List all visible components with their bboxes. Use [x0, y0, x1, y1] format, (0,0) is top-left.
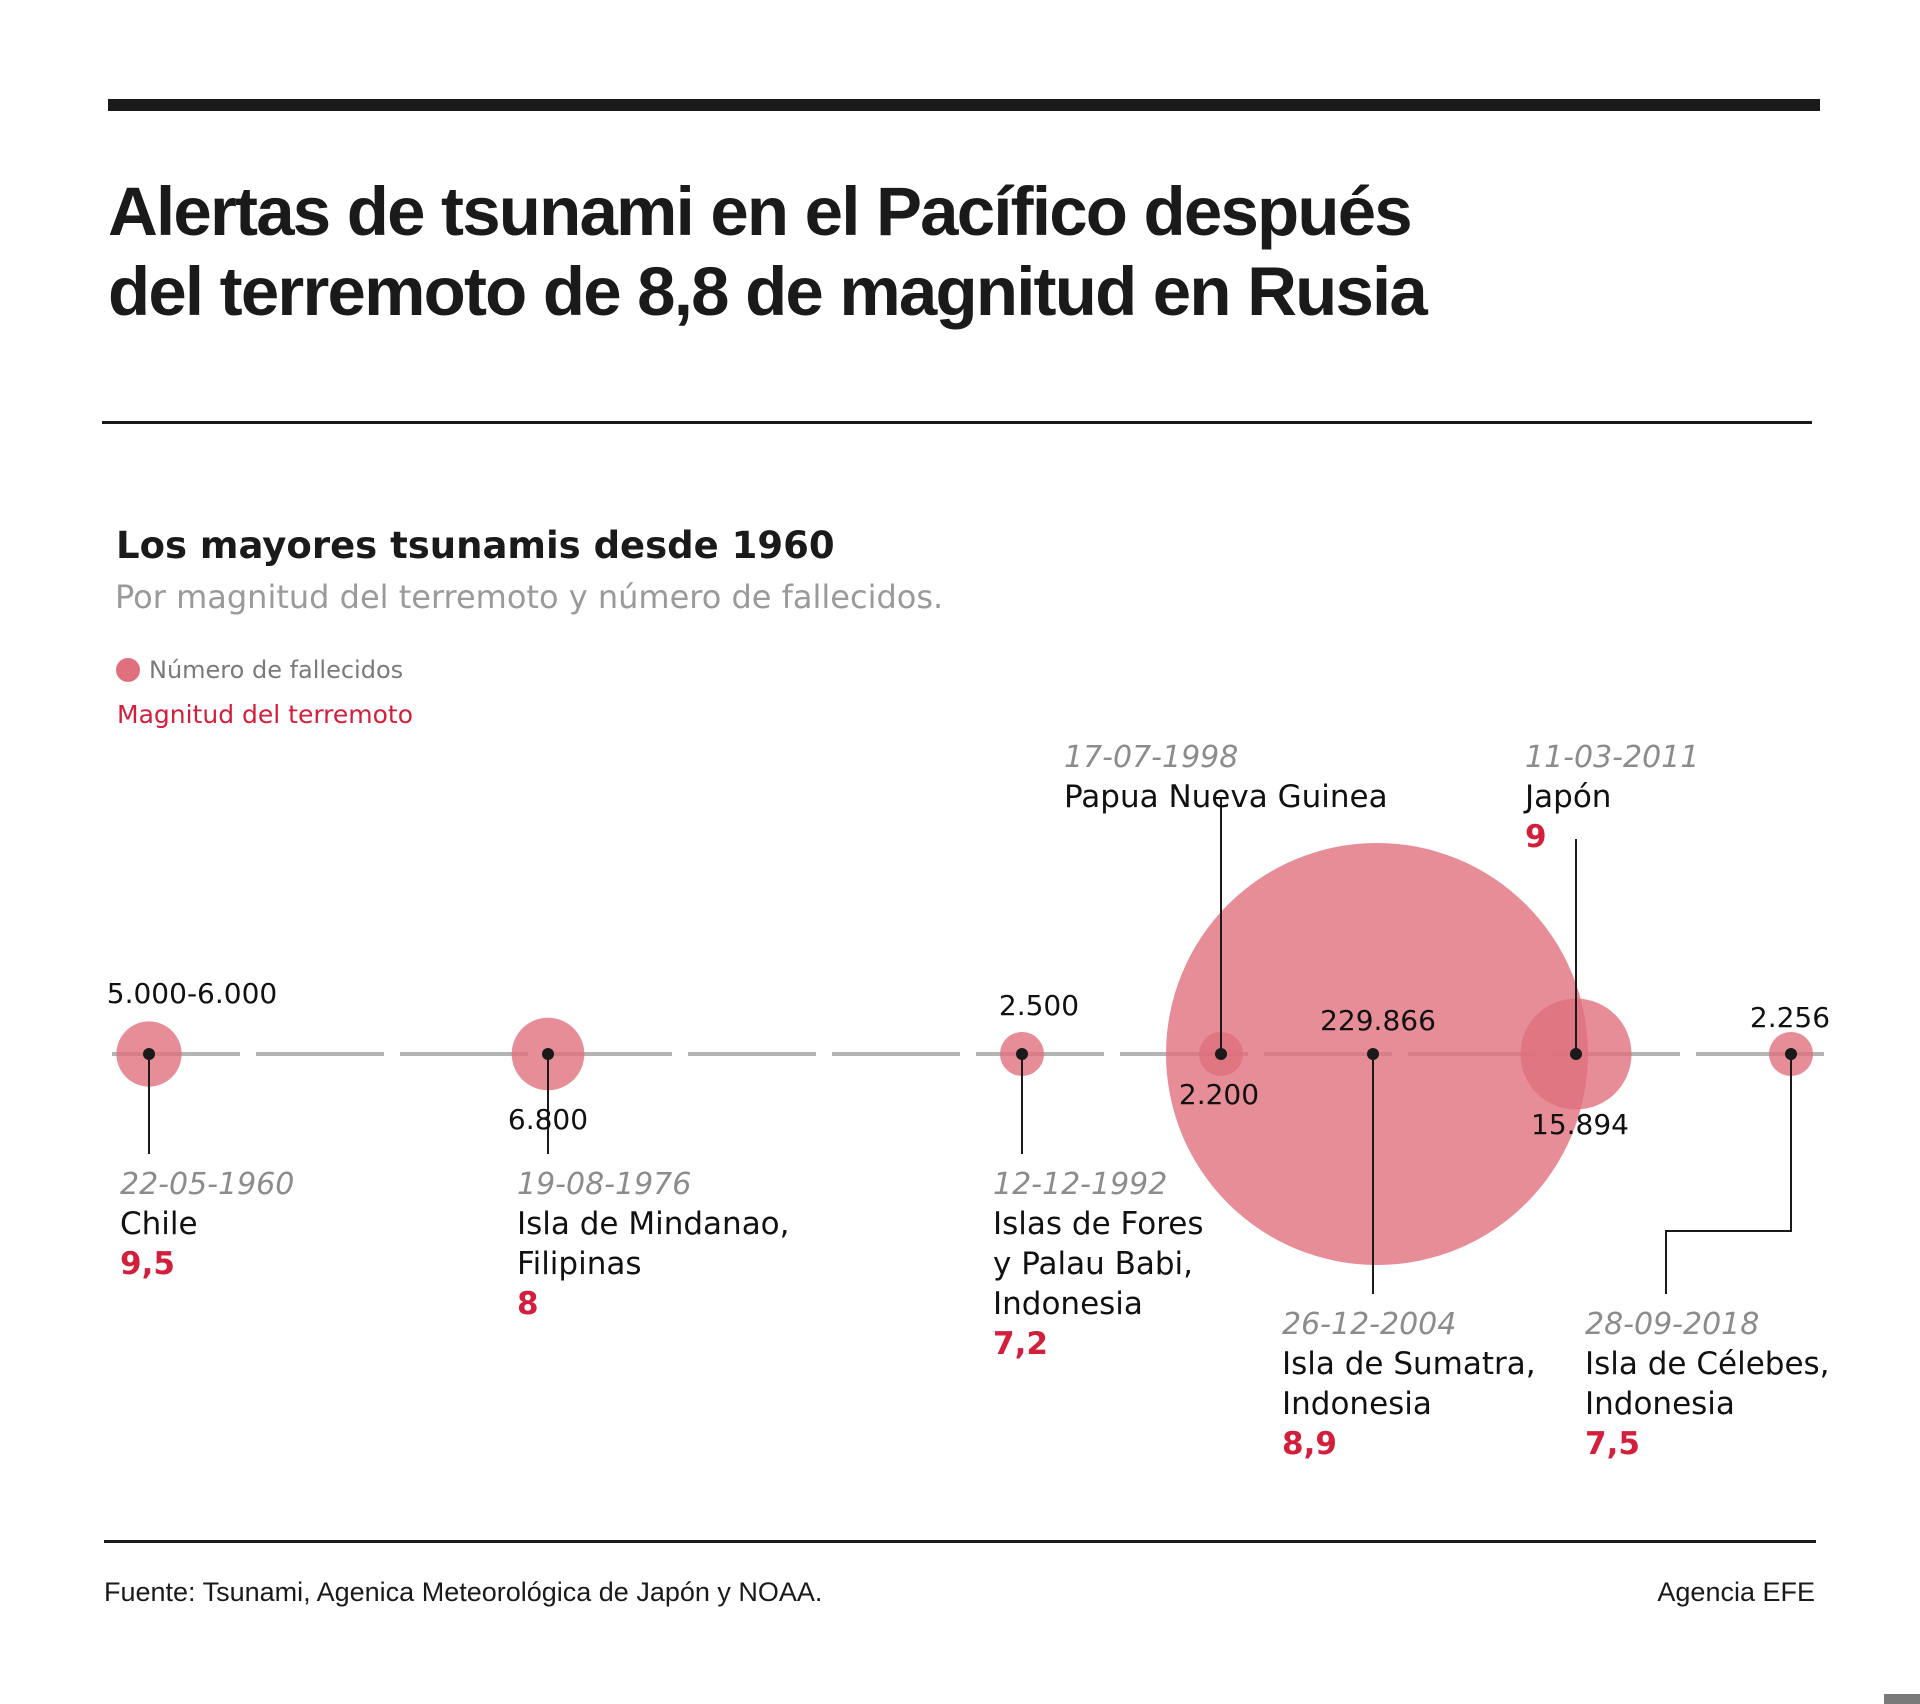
legend-deaths-label: Número de fallecidos [149, 656, 404, 684]
event-place: Isla de Sumatra, [1282, 1346, 1536, 1382]
event-place: Islas de Fores [993, 1206, 1204, 1242]
top-rule [108, 99, 1820, 111]
event-place: Papua Nueva Guinea [1064, 779, 1388, 815]
deaths-label: 2.256 [1750, 1001, 1830, 1034]
footer-rule [104, 1540, 1816, 1543]
event-place: Indonesia [1282, 1386, 1432, 1422]
deaths-label: 6.800 [508, 1103, 588, 1136]
page-title: Alertas de tsunami en el Pacífico despué… [108, 172, 1708, 332]
deaths-label: 5.000-6.000 [107, 977, 277, 1010]
legend-bubble-icon [116, 658, 140, 682]
event-place: Filipinas [517, 1246, 642, 1282]
event-date: 28-09-2018 [1585, 1307, 1759, 1342]
event-date: 11-03-2011 [1525, 740, 1699, 775]
event-magnitude: 9,5 [120, 1246, 175, 1282]
event-magnitude: 8,9 [1282, 1426, 1337, 1462]
deaths-label: 15.894 [1531, 1108, 1629, 1141]
section-rule [102, 421, 1812, 424]
event-place: Indonesia [993, 1286, 1143, 1322]
event-place: Chile [120, 1206, 198, 1242]
event-place: y Palau Babi, [993, 1246, 1193, 1282]
event-magnitude: 7,2 [993, 1326, 1048, 1362]
source-note: Fuente: Tsunami, Agenica Meteorológica d… [104, 1577, 823, 1607]
credit: Agencia EFE [1657, 1577, 1815, 1607]
corner-mark [1884, 1694, 1920, 1704]
event-magnitude: 7,5 [1585, 1426, 1640, 1462]
page-title-line-1: Alertas de tsunami en el Pacífico despué… [108, 173, 1413, 250]
deaths-label: 2.500 [999, 989, 1079, 1022]
event-place: Isla de Mindanao, [517, 1206, 790, 1242]
legend-magnitude-label: Magnitud del terremoto [117, 700, 414, 729]
event-date: 26-12-2004 [1282, 1307, 1456, 1342]
chart-subtitle: Por magnitud del terremoto y número de f… [115, 578, 944, 616]
event-date: 22-05-1960 [120, 1167, 294, 1202]
event-place: Isla de Célebes, [1585, 1346, 1830, 1382]
event-place: Japón [1523, 779, 1611, 815]
event-date: 17-07-1998 [1064, 740, 1238, 775]
event-magnitude: 8 [517, 1286, 539, 1322]
chart-title: Los mayores tsunamis desde 1960 [116, 524, 835, 567]
event-place: Indonesia [1585, 1386, 1735, 1422]
deaths-label: 229.866 [1320, 1004, 1436, 1037]
page-title-line-2: del terremoto de 8,8 de magnitud en Rusi… [108, 253, 1428, 330]
leader-line-2018-09-28 [1665, 1054, 1792, 1294]
event-date: 12-12-1992 [993, 1167, 1167, 1202]
legend-deaths: Número de fallecidos [116, 656, 403, 684]
event-magnitude: 9 [1525, 819, 1547, 855]
event-date: 19-08-1976 [517, 1167, 691, 1202]
deaths-label: 2.200 [1179, 1078, 1259, 1111]
